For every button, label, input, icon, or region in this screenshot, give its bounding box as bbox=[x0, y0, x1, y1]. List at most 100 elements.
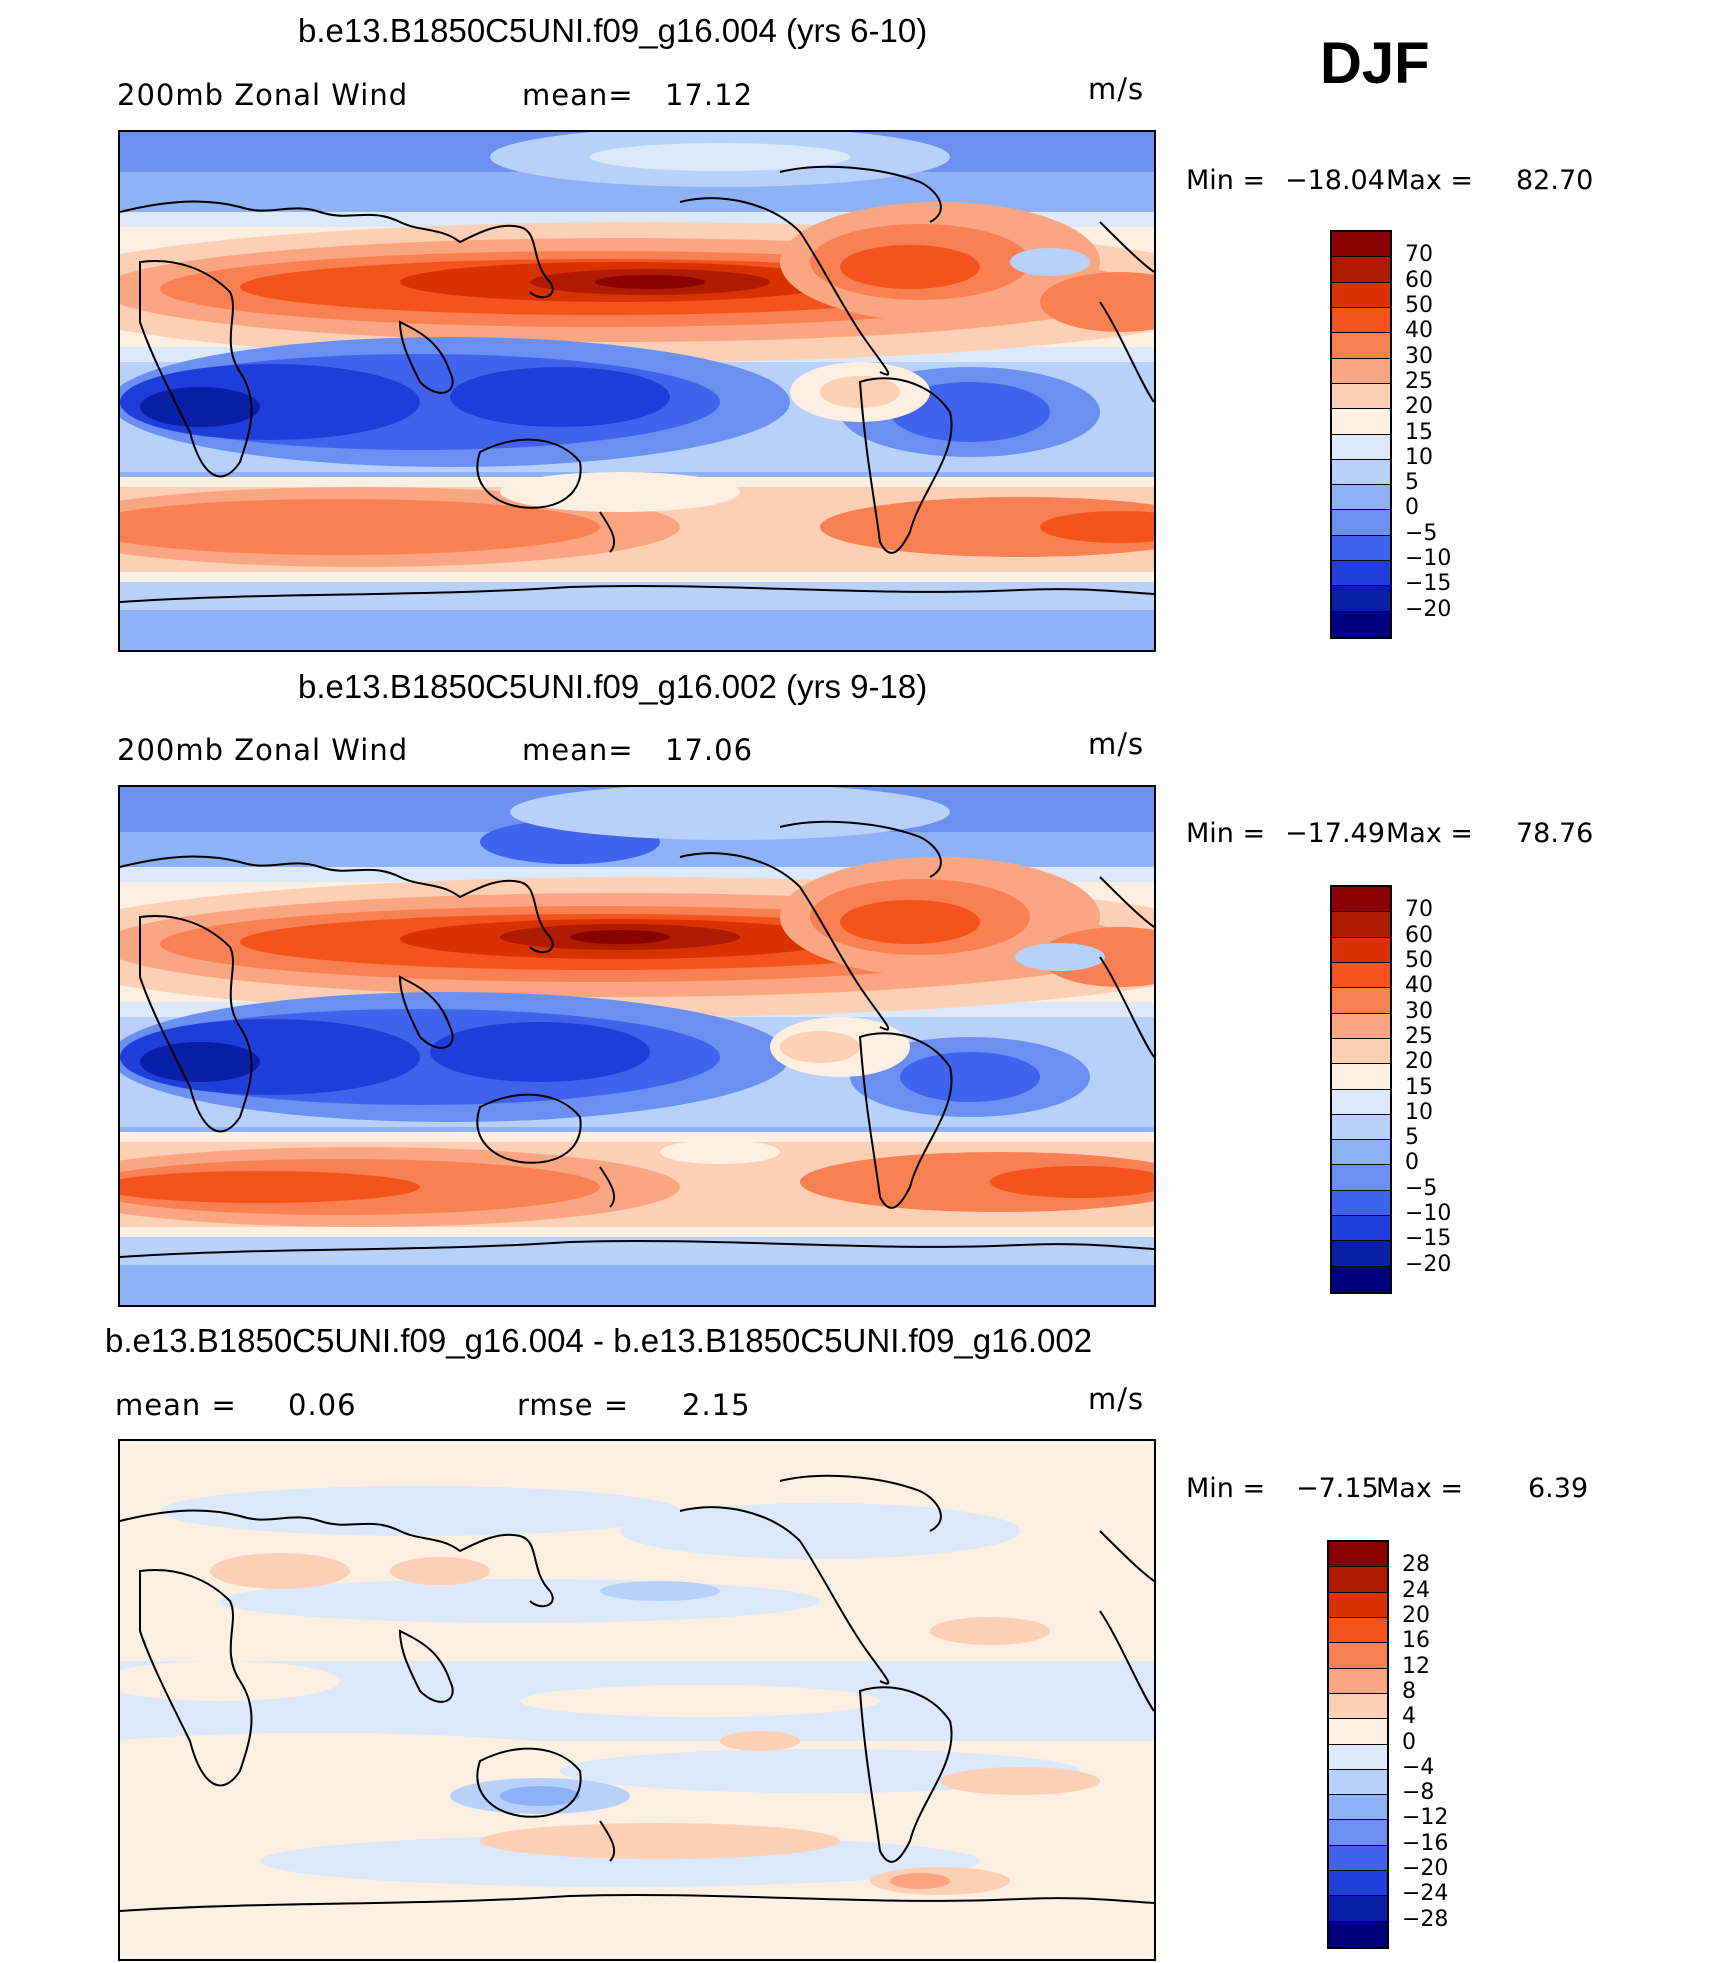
colorbar-tick-label: −20 bbox=[1402, 1856, 1449, 1882]
panel3-title: b.e13.B1850C5UNI.f09_g16.004 - b.e13.B18… bbox=[105, 1322, 1093, 1359]
colorbar-tick-label: −16 bbox=[1402, 1830, 1449, 1856]
colorbar-tick-label: 5 bbox=[1405, 1125, 1419, 1151]
colorbar-tick-label: 8 bbox=[1402, 1678, 1416, 1704]
colorbar-tick-label: −8 bbox=[1402, 1780, 1435, 1806]
panel2-colorbar bbox=[1330, 885, 1392, 1294]
colorbar-swatch bbox=[1332, 257, 1390, 283]
colorbar-swatch bbox=[1329, 1795, 1387, 1821]
panel3-min-value: −7.15 bbox=[1296, 1473, 1379, 1504]
panel2-max-label: Max = bbox=[1386, 818, 1474, 849]
colorbar-swatch bbox=[1329, 1820, 1387, 1846]
colorbar-tick-label: 0 bbox=[1405, 1150, 1419, 1176]
colorbar-swatch bbox=[1332, 459, 1390, 486]
colorbar-swatch bbox=[1332, 1216, 1390, 1242]
colorbar-swatch bbox=[1332, 383, 1390, 410]
panel3-units: m/s bbox=[1088, 1382, 1145, 1416]
colorbar-swatch bbox=[1332, 307, 1390, 334]
colorbar-tick-label: 50 bbox=[1405, 947, 1433, 973]
colorbar-swatch bbox=[1332, 282, 1390, 308]
colorbar-swatch bbox=[1332, 409, 1390, 435]
colorbar-tick-label: 5 bbox=[1405, 470, 1419, 496]
colorbar-swatch bbox=[1329, 1643, 1387, 1669]
colorbar-swatch bbox=[1329, 1567, 1387, 1593]
panel3-rmse-label: rmse = bbox=[517, 1388, 630, 1422]
panel3-mean-label: mean = bbox=[115, 1388, 237, 1422]
colorbar-tick-label: 70 bbox=[1405, 897, 1433, 923]
colorbar-swatch bbox=[1332, 1140, 1390, 1166]
panel2-title: b.e13.B1850C5UNI.f09_g16.002 (yrs 9-18) bbox=[298, 668, 928, 705]
panel3-rmse-value: 2.15 bbox=[682, 1388, 751, 1422]
colorbar-swatch bbox=[1329, 1693, 1387, 1720]
colorbar-swatch bbox=[1332, 358, 1390, 384]
colorbar-tick-label: 24 bbox=[1402, 1577, 1430, 1603]
colorbar-swatch bbox=[1329, 1542, 1387, 1568]
colorbar-swatch bbox=[1329, 1769, 1387, 1796]
colorbar-tick-label: 30 bbox=[1405, 343, 1433, 369]
colorbar-swatch bbox=[1329, 1617, 1387, 1644]
colorbar-swatch bbox=[1332, 1241, 1390, 1267]
colorbar-tick-label: 20 bbox=[1402, 1602, 1430, 1628]
colorbar-tick-label: 0 bbox=[1405, 495, 1419, 521]
panel3-colorbar bbox=[1327, 1540, 1389, 1949]
colorbar-swatch bbox=[1332, 1190, 1390, 1217]
colorbar-tick-label: −5 bbox=[1405, 1175, 1438, 1201]
colorbar-swatch bbox=[1332, 586, 1390, 612]
panel1-colorbar bbox=[1330, 230, 1392, 639]
colorbar-swatch bbox=[1332, 535, 1390, 562]
colorbar-tick-label: −15 bbox=[1405, 1226, 1452, 1252]
colorbar-swatch bbox=[1329, 1871, 1387, 1897]
panel2-min-label: Min = bbox=[1186, 818, 1266, 849]
colorbar-tick-label: −15 bbox=[1405, 571, 1452, 597]
panel1-title: b.e13.B1850C5UNI.f09_g16.004 (yrs 6-10) bbox=[298, 12, 928, 49]
colorbar-swatch bbox=[1332, 434, 1390, 460]
panel2-min-value: −17.49 bbox=[1285, 818, 1385, 849]
colorbar-tick-label: 16 bbox=[1402, 1628, 1430, 1654]
panel3-max-label: Max = bbox=[1376, 1473, 1464, 1504]
colorbar-swatch bbox=[1332, 962, 1390, 989]
colorbar-swatch bbox=[1332, 333, 1390, 359]
panel2-map bbox=[118, 785, 1156, 1307]
panel1-min-label: Min = bbox=[1186, 165, 1266, 196]
panel2-variable-label: 200mb Zonal Wind bbox=[117, 733, 409, 767]
panel2-max-value: 78.76 bbox=[1516, 818, 1594, 849]
colorbar-tick-label: 4 bbox=[1402, 1704, 1416, 1730]
colorbar-tick-label: 60 bbox=[1405, 267, 1433, 293]
colorbar-tick-label: 0 bbox=[1402, 1729, 1416, 1755]
colorbar-swatch bbox=[1332, 485, 1390, 511]
colorbar-swatch bbox=[1332, 1266, 1390, 1292]
colorbar-tick-label: −12 bbox=[1402, 1805, 1449, 1831]
colorbar-tick-label: 60 bbox=[1405, 922, 1433, 948]
panel3-mean-value: 0.06 bbox=[288, 1388, 357, 1422]
colorbar-swatch bbox=[1332, 1089, 1390, 1115]
colorbar-swatch bbox=[1332, 561, 1390, 587]
colorbar-swatch bbox=[1332, 232, 1390, 258]
panel3-max-value: 6.39 bbox=[1528, 1473, 1589, 1504]
panel3-min-label: Min = bbox=[1186, 1473, 1266, 1504]
colorbar-tick-label: −4 bbox=[1402, 1754, 1435, 1780]
panel2-mean-value: 17.06 bbox=[665, 733, 754, 767]
colorbar-swatch bbox=[1332, 510, 1390, 536]
colorbar-swatch bbox=[1332, 611, 1390, 637]
panel3-map bbox=[118, 1439, 1156, 1961]
colorbar-tick-label: −28 bbox=[1402, 1906, 1449, 1932]
colorbar-tick-label: 25 bbox=[1405, 1023, 1433, 1049]
colorbar-swatch bbox=[1329, 1921, 1387, 1947]
colorbar-swatch bbox=[1332, 988, 1390, 1014]
panel1-max-label: Max = bbox=[1386, 165, 1474, 196]
colorbar-tick-label: 10 bbox=[1405, 1099, 1433, 1125]
colorbar-swatch bbox=[1332, 1064, 1390, 1090]
colorbar-tick-label: −20 bbox=[1405, 596, 1452, 622]
panel2-units: m/s bbox=[1088, 727, 1145, 761]
colorbar-swatch bbox=[1329, 1744, 1387, 1770]
colorbar-swatch bbox=[1329, 1719, 1387, 1745]
colorbar-swatch bbox=[1332, 1038, 1390, 1065]
colorbar-swatch bbox=[1332, 1165, 1390, 1191]
season-label: DJF bbox=[1320, 31, 1430, 96]
colorbar-tick-label: 15 bbox=[1405, 419, 1433, 445]
colorbar-swatch bbox=[1332, 937, 1390, 963]
colorbar-tick-label: −24 bbox=[1402, 1881, 1449, 1907]
colorbar-tick-label: 40 bbox=[1405, 318, 1433, 344]
colorbar-swatch bbox=[1332, 1114, 1390, 1141]
colorbar-tick-label: 40 bbox=[1405, 973, 1433, 999]
panel1-mean-label: mean= bbox=[522, 78, 634, 112]
